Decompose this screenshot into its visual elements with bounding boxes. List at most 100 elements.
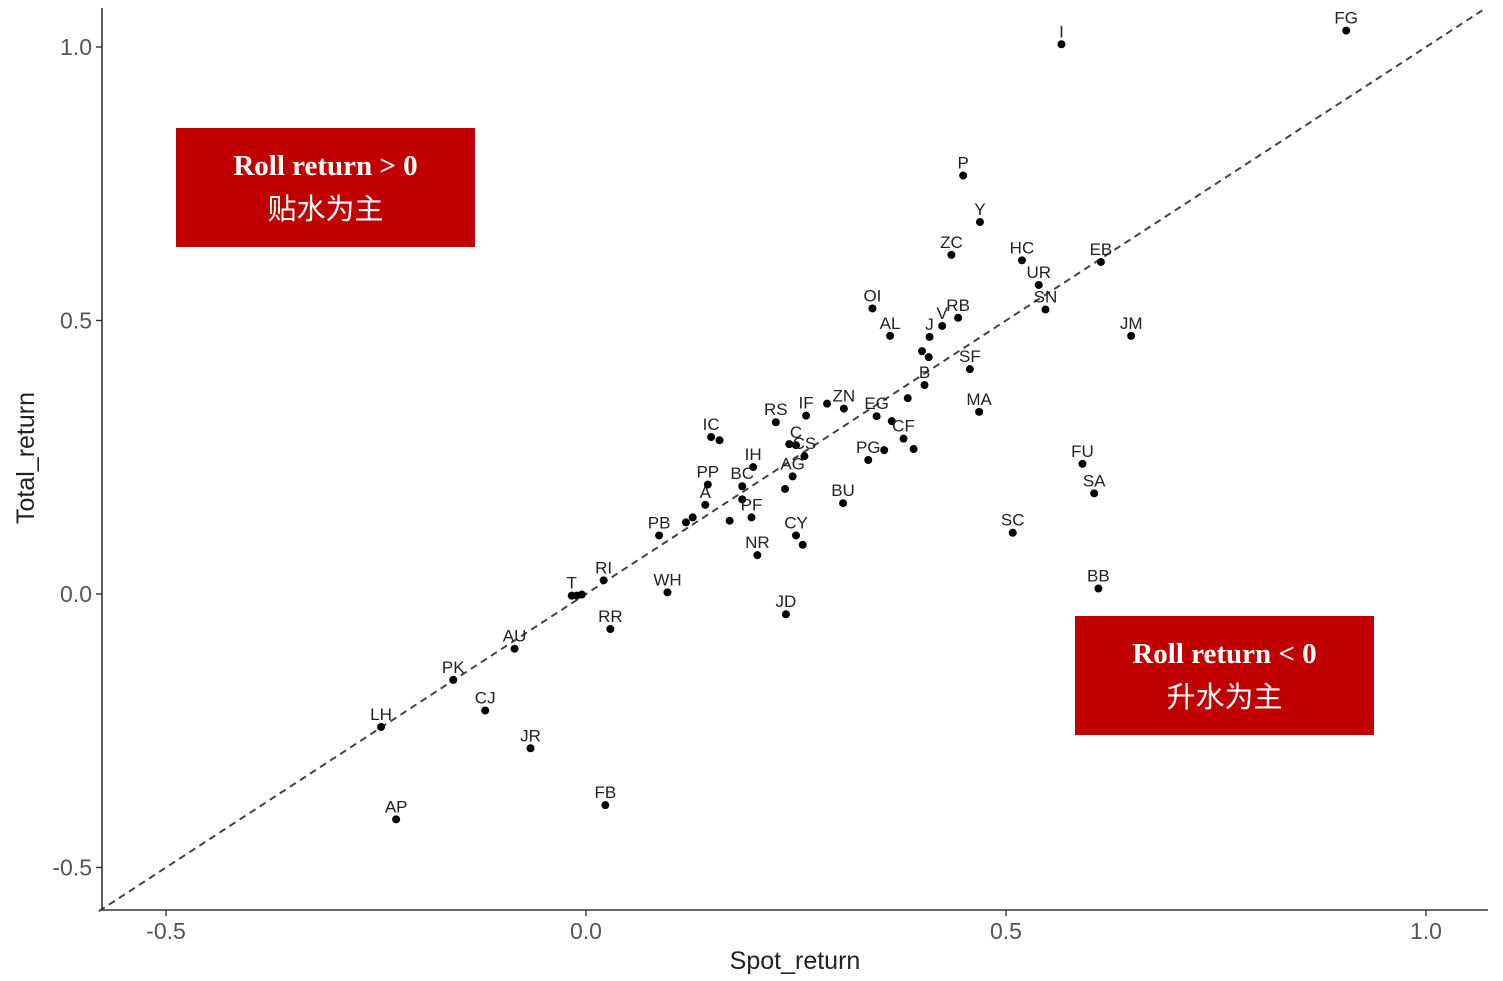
data-point (802, 411, 811, 420)
data-point-label: AU (503, 627, 527, 646)
data-point-label: EB (1090, 240, 1113, 259)
data-point (792, 531, 800, 540)
data-point-label: B (919, 363, 930, 382)
x-tick-label: 0.5 (990, 918, 1022, 944)
data-point (965, 365, 974, 374)
data-point-label: SC (1001, 511, 1025, 530)
x-tick-label: 0.0 (570, 918, 602, 944)
data-point (947, 250, 956, 259)
data-point (839, 499, 848, 508)
data-point (839, 404, 848, 413)
data-point (688, 513, 697, 522)
data-point (747, 513, 756, 522)
y-tick-label: 0.5 (60, 308, 92, 334)
data-point (823, 399, 832, 408)
data-point (707, 433, 716, 442)
data-point-label: SN (1034, 288, 1058, 307)
data-point (377, 722, 386, 731)
ticks: -0.5 0.0 0.5 1.0 -0.5 0.0 0.5 1.0 (52, 34, 1442, 944)
data-point-label: WH (653, 570, 681, 589)
data-point (918, 347, 926, 356)
data-point (785, 440, 794, 449)
data-point-label: CF (892, 417, 915, 436)
data-point-label: CS (793, 434, 817, 453)
data-point (903, 394, 912, 403)
data-point (701, 500, 710, 509)
data-point-label: RR (598, 607, 623, 626)
data-point (481, 706, 490, 715)
data-point (792, 441, 800, 450)
data-point-label: RI (595, 558, 612, 577)
data-point (663, 588, 672, 597)
data-point (798, 540, 807, 549)
y-tick-label: 1.0 (60, 34, 92, 60)
data-point (880, 446, 889, 455)
data-point (975, 218, 984, 227)
data-point-label: PB (648, 513, 671, 532)
data-point (925, 332, 934, 341)
data-point (954, 313, 963, 322)
data-point (1057, 40, 1066, 49)
data-point (526, 744, 535, 753)
data-point-label: Y (974, 200, 985, 219)
data-point (1096, 257, 1105, 266)
data-point (872, 412, 881, 421)
data-point (781, 610, 790, 619)
data-point-label: V (936, 304, 948, 323)
data-point (864, 455, 873, 464)
data-point (606, 625, 615, 634)
data-point-label: JR (520, 726, 541, 745)
data-point-label: P (957, 154, 968, 173)
data-point (1034, 280, 1043, 289)
data-point (1017, 256, 1026, 265)
axes (101, 8, 1488, 911)
data-point-label: OI (863, 286, 881, 305)
roll-positive-subtitle: 贴水为主 (267, 193, 384, 226)
data-point-label: BB (1087, 567, 1110, 586)
data-point (959, 171, 968, 180)
data-point-label: C (790, 423, 802, 442)
roll-negative-note: Roll return < 0 升水为主 (1075, 616, 1374, 735)
data-point-label: JD (776, 592, 797, 611)
data-point-label: PP (696, 463, 719, 482)
x-tick-label: 1.0 (1410, 918, 1442, 944)
y-axis-title: Total_return (12, 392, 40, 524)
data-point (655, 531, 664, 540)
data-point (938, 321, 947, 330)
data-point (771, 418, 780, 427)
data-point (510, 644, 519, 653)
data-point-label: FG (1334, 9, 1358, 28)
data-point (1041, 305, 1050, 314)
data-point-label: AP (385, 797, 408, 816)
data-point-label: A (700, 483, 712, 502)
data-point (449, 675, 458, 684)
data-point-label: CJ (475, 689, 496, 708)
data-point-label: SA (1083, 471, 1106, 490)
data-point (601, 801, 610, 810)
data-point (781, 484, 790, 493)
data-point (1094, 584, 1103, 593)
data-point-label: FU (1071, 442, 1094, 461)
roll-positive-note: Roll return > 0 贴水为主 (176, 128, 475, 247)
data-point (599, 576, 608, 585)
data-point-label: LH (370, 705, 392, 724)
data-point-label: FB (594, 783, 616, 802)
x-axis-title: Spot_return (730, 947, 861, 975)
data-point (886, 331, 895, 340)
data-point (800, 452, 809, 461)
data-point (1090, 489, 1099, 498)
data-point (703, 480, 712, 489)
roll-negative-subtitle: 升水为主 (1166, 681, 1283, 714)
data-point-label: PK (442, 658, 465, 677)
data-point-label: UR (1026, 263, 1051, 282)
data-point-label: CY (784, 513, 808, 532)
data-point-label: BC (730, 464, 754, 483)
data-point-label: ZC (940, 233, 963, 252)
data-point (788, 472, 797, 481)
data-point (975, 407, 984, 416)
data-point (887, 417, 896, 426)
data-point (1078, 459, 1087, 468)
data-point-label: ZN (833, 387, 856, 406)
